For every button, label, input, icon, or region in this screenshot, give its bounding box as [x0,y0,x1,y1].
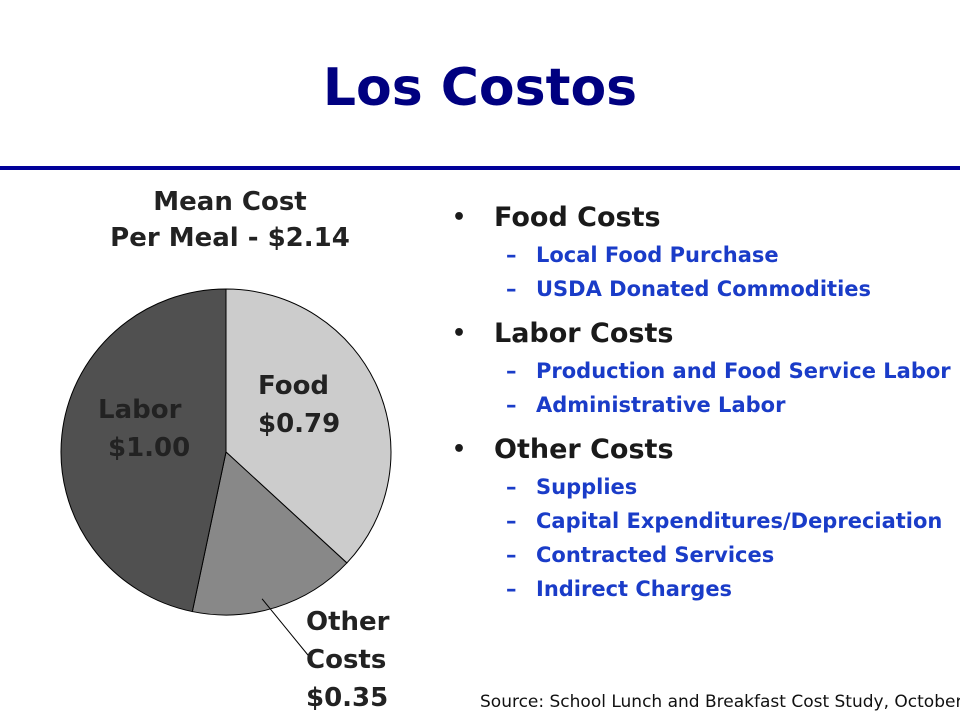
labor-slice-label: Labor $1.00 [98,391,190,467]
sub-bullet: – Production and Food Service Labor [452,354,960,388]
sub-bullet-label: Production and Food Service Labor [536,359,951,383]
dash-icon: – [506,243,517,267]
pie-slice-other-costs [191,451,348,616]
sub-bullet: – Indirect Charges [452,572,960,606]
sub-bullet-label: USDA Donated Commodities [536,277,872,301]
dash-icon: – [506,277,517,301]
sub-bullet-label: Indirect Charges [536,577,733,601]
sub-bullet: – Administrative Labor [452,388,960,422]
food-slice-label: Food $0.79 [258,367,340,443]
bullet-dot-icon: • [452,205,467,230]
pie-slice-food [225,288,392,564]
title-divider [0,166,960,170]
bullet-food-costs: • Food Costs [452,198,960,238]
source-citation: Source: School Lunch and Breakfast Cost … [480,692,960,712]
cost-bullet-list: • Food Costs – Local Food Purchase – USDA … [452,198,960,606]
chart-title: Mean Cost Per Meal - $2.14 [60,184,400,256]
labor-label-value: $1.00 [108,433,191,463]
sub-bullet-label: Capital Expenditures/Depreciation [536,509,943,533]
other-label-line-2: Costs [306,645,387,675]
bullet-dot-icon: • [452,437,467,462]
labor-label-name: Labor [98,395,182,425]
sub-bullet: – Capital Expenditures/Depreciation [452,504,960,538]
sub-bullet: – USDA Donated Commodities [452,272,960,306]
other-label-line-1: Other [306,607,390,637]
pie-slice-labor [60,288,227,613]
other-label-value: $0.35 [306,683,389,713]
food-label-name: Food [258,371,330,401]
dash-icon: – [506,393,517,417]
chart-title-line-1: Mean Cost [153,187,307,217]
slide-title: Los Costos [322,58,638,118]
dash-icon: – [506,543,517,567]
bullet-labor-costs: • Labor Costs [452,314,960,354]
sub-bullet-label: Local Food Purchase [536,243,779,267]
sub-bullet: – Contracted Services [452,538,960,572]
bullet-dot-icon: • [452,321,467,346]
dash-icon: – [506,509,517,533]
sub-bullet-label: Supplies [536,475,638,499]
bullet-other-costs: • Other Costs [452,430,960,470]
sub-bullet-label: Contracted Services [536,543,775,567]
dash-icon: – [506,577,517,601]
food-label-value: $0.79 [258,409,341,439]
bullet-label: Food Costs [494,202,661,233]
chart-title-line-2: Per Meal - $2.14 [110,223,350,253]
bullet-label: Labor Costs [494,318,674,349]
sub-bullet: – Local Food Purchase [452,238,960,272]
other-costs-leader-line [261,598,313,661]
sub-bullet-label: Administrative Labor [536,393,786,417]
other-slice-label: Other Costs $0.35 [306,603,390,717]
bullet-label: Other Costs [494,434,674,465]
sub-bullet: – Supplies [452,470,960,504]
dash-icon: – [506,475,517,499]
dash-icon: – [506,359,517,383]
